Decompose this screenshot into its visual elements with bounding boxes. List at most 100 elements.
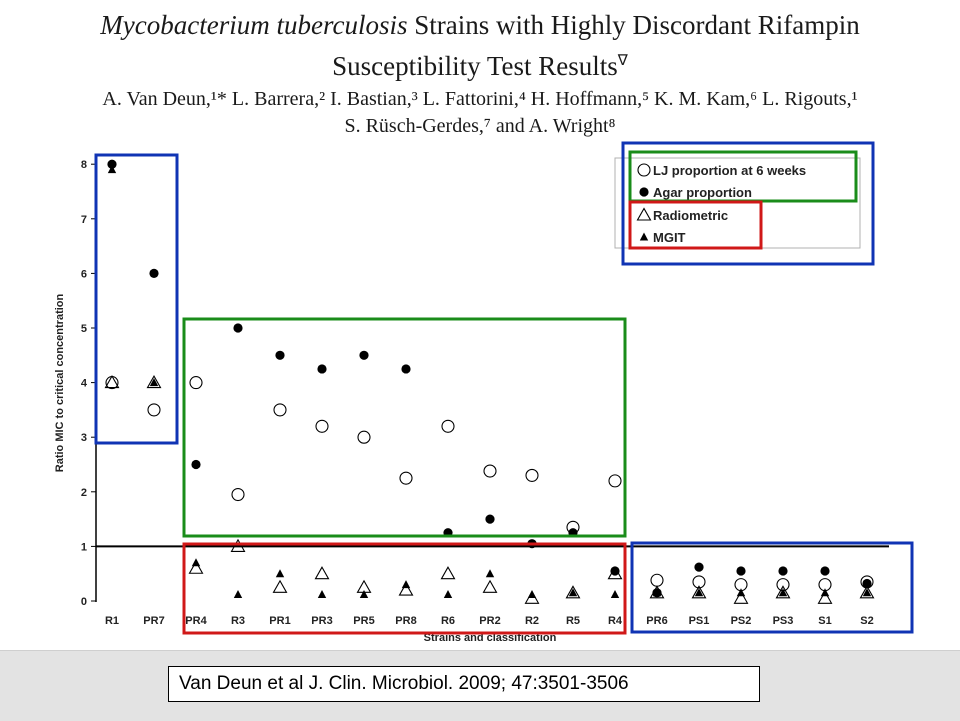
data-point — [443, 589, 453, 598]
data-point — [275, 350, 285, 360]
paper-title-end: Susceptibility Test Results — [332, 51, 618, 81]
chart-marks — [104, 159, 875, 604]
x-tick-label: PR1 — [269, 615, 290, 627]
data-point — [398, 582, 414, 596]
data-point — [483, 464, 497, 478]
data-point — [191, 459, 201, 470]
data-point — [778, 588, 788, 597]
data-point — [441, 419, 455, 433]
data-point — [820, 588, 830, 597]
data-point — [107, 165, 117, 174]
paper-authors-line-1: A. Van Deun,¹* L. Barrera,² I. Bastian,³… — [102, 88, 858, 110]
data-point — [610, 589, 620, 598]
highlight-box-legend-liquid — [628, 200, 763, 250]
x-tick-label: PS3 — [773, 615, 794, 627]
data-point — [859, 585, 875, 599]
citation-box: Van Deun et al J. Clin. Microbiol. 2009;… — [168, 666, 760, 702]
data-point — [736, 588, 746, 597]
data-point — [399, 471, 413, 485]
legend-label: Agar proportion — [653, 185, 752, 200]
data-point — [275, 569, 285, 578]
paper-title-rest: Strains with Highly Discordant Rifampin — [407, 10, 860, 40]
y-tick-label: 0 — [81, 596, 87, 608]
x-tick-label: R1 — [105, 615, 119, 627]
data-point — [650, 573, 664, 587]
y-axis-title: Ratio MIC to critical concentration — [54, 293, 66, 472]
highlight-box-phenotypic-points — [182, 317, 627, 538]
data-point — [272, 579, 288, 593]
data-point — [694, 588, 704, 597]
x-tick-label: R5 — [566, 615, 580, 627]
highlight-box-liquid-points — [182, 542, 627, 635]
data-point — [149, 268, 159, 278]
mic-ratio-chart: 0 1 2 3 4 5 6 7 8 R1 PR7 PR4 R3 PR1 PR3 PR5 PR8 R6 PR2 R2 R5… — [54, 141, 914, 644]
highlight-box-r1-pr7 — [94, 153, 179, 445]
title-footnote-mark: ∇ — [617, 53, 628, 69]
data-point — [401, 580, 411, 589]
x-tick-label: S2 — [860, 615, 873, 627]
legend-label: Radiometric — [653, 208, 728, 223]
legend-label: LJ proportion at 6 weeks — [653, 163, 806, 178]
legend-label: MGIT — [653, 230, 686, 245]
y-tick-label: 7 — [81, 214, 87, 226]
data-point — [691, 585, 707, 599]
x-tick-label: R3 — [231, 615, 245, 627]
x-tick-label: PR5 — [353, 615, 374, 627]
x-tick-label: R2 — [525, 615, 539, 627]
x-axis-title: Strains and classification — [424, 632, 557, 644]
data-point — [862, 578, 872, 589]
data-point — [146, 374, 162, 389]
highlight-boxes — [94, 141, 914, 635]
data-point — [482, 579, 498, 593]
data-point — [317, 364, 327, 374]
data-point — [230, 538, 246, 552]
data-point — [692, 575, 706, 589]
data-point — [652, 588, 662, 597]
x-tick-label: PS1 — [689, 615, 710, 627]
y-tick-label: 2 — [81, 487, 87, 499]
paper-title-organism: Mycobacterium tuberculosis — [100, 10, 408, 40]
data-point — [817, 590, 833, 604]
data-point — [104, 374, 120, 389]
data-point — [273, 403, 287, 417]
y-tick-label: 6 — [81, 268, 87, 280]
data-point — [189, 376, 203, 390]
legend-marker — [637, 163, 651, 177]
data-point — [778, 566, 788, 576]
data-point — [610, 566, 620, 576]
data-point — [485, 514, 495, 524]
x-tick-label: PR7 — [143, 615, 164, 627]
data-point — [147, 403, 161, 417]
legend-marker — [639, 232, 649, 241]
data-point — [525, 468, 539, 482]
highlight-box-susceptible — [630, 541, 914, 634]
data-point — [820, 566, 830, 576]
data-point — [401, 364, 411, 374]
data-point — [733, 590, 749, 604]
data-point — [233, 323, 243, 333]
data-point — [527, 589, 537, 598]
y-tick-label: 4 — [81, 378, 88, 390]
data-point — [149, 378, 159, 387]
y-tick-label: 3 — [81, 432, 87, 444]
data-point — [608, 474, 622, 488]
y-tick-label: 1 — [81, 541, 87, 553]
highlight-box-legend-outer — [621, 141, 875, 266]
data-point — [485, 569, 495, 578]
paper-authors-line-2: S. Rüsch-Gerdes,⁷ and A. Wright⁸ — [344, 115, 616, 137]
data-point — [188, 560, 204, 574]
x-tick-label: PR6 — [646, 615, 667, 627]
data-point — [862, 588, 872, 597]
legend-marker — [636, 207, 652, 221]
data-point — [314, 566, 330, 580]
data-point — [359, 350, 369, 360]
data-point — [107, 159, 117, 169]
data-point — [568, 588, 578, 597]
x-tick-label: R6 — [441, 615, 455, 627]
paper-title-line-1: Mycobacterium tuberculosis Strains with … — [0, 8, 960, 42]
x-tick-label: PR3 — [311, 615, 332, 627]
y-tick-label: 8 — [81, 159, 87, 171]
data-point — [440, 566, 456, 580]
x-tick-label: PR4 — [185, 615, 207, 627]
data-point — [231, 487, 245, 502]
